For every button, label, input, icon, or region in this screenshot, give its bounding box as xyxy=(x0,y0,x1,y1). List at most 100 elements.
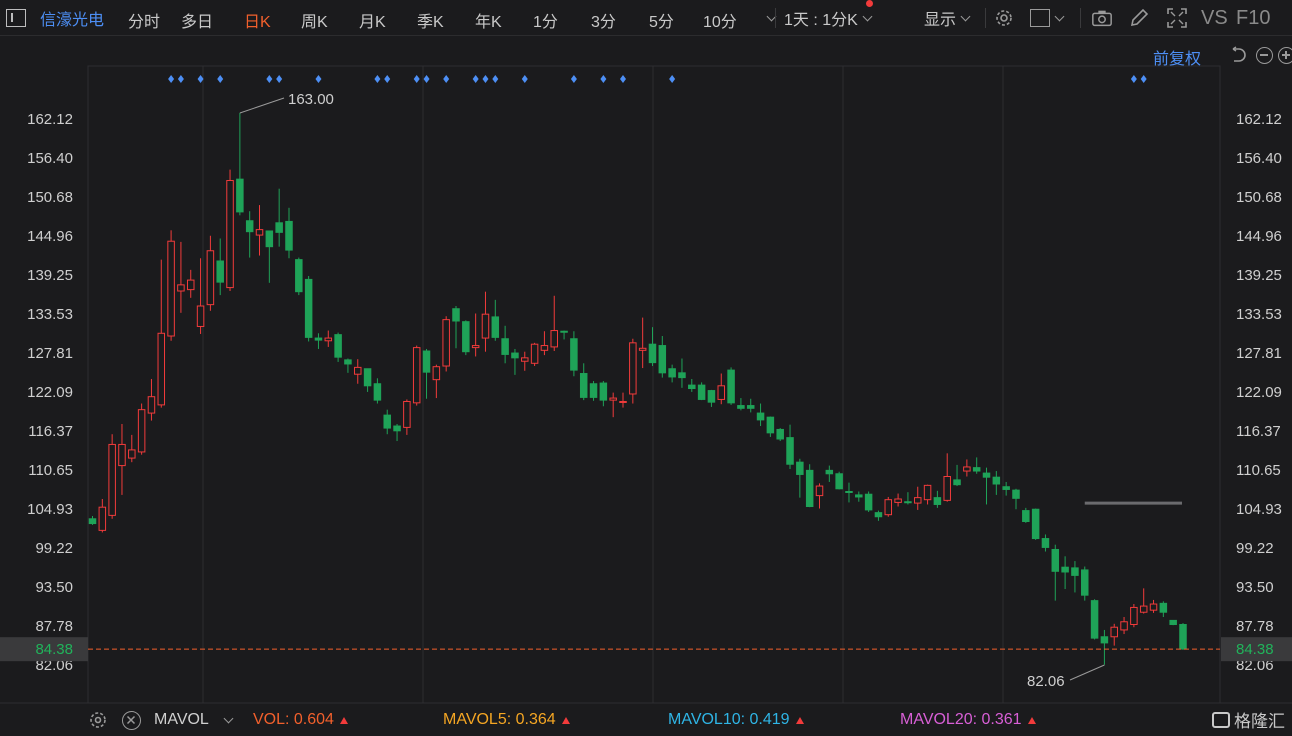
display-label: 显示 xyxy=(924,12,957,29)
indicator-settings-button[interactable] xyxy=(88,710,108,730)
fullscreen-button[interactable] xyxy=(1166,0,1188,36)
y-tick-label-right: 99.22 xyxy=(1236,540,1274,557)
event-marker xyxy=(197,75,204,83)
candle-body xyxy=(1100,636,1109,644)
candle-body xyxy=(295,259,303,293)
square-icon xyxy=(1030,9,1050,27)
candle-body xyxy=(540,345,549,351)
vs-button[interactable]: VS xyxy=(1201,0,1228,36)
candle-body xyxy=(1120,621,1128,631)
expand-icon xyxy=(1166,7,1188,29)
event-marker xyxy=(315,75,322,83)
candle-body xyxy=(471,345,480,349)
candlestick-chart[interactable]: 162.12 162.12 156.40 156.40 150.68 150.68 144.… xyxy=(0,0,1292,706)
candle-body xyxy=(609,397,617,401)
candle-body xyxy=(1041,538,1050,548)
candle-body xyxy=(599,382,608,401)
y-tick-label-left: 150.68 xyxy=(27,189,73,206)
interval-select[interactable]: 1天 : 1分K xyxy=(784,0,873,36)
settings-button[interactable] xyxy=(993,0,1015,36)
indicator-select[interactable]: MAVOL xyxy=(154,711,234,729)
zoom-in-button[interactable] xyxy=(1278,47,1292,64)
candle-body xyxy=(1159,602,1168,613)
period-tab-10[interactable]: 10分 xyxy=(703,14,737,31)
candle-body xyxy=(226,180,234,289)
screenshot-button[interactable] xyxy=(1091,0,1113,36)
candle-body xyxy=(422,350,431,373)
y-tick-label-right: 156.40 xyxy=(1236,150,1282,167)
f10-button[interactable]: F10 xyxy=(1236,0,1270,36)
event-marker xyxy=(443,75,450,83)
candle-body xyxy=(1012,489,1020,499)
y-tick-label-left: 127.81 xyxy=(27,345,73,362)
period-tab-6[interactable]: 年K xyxy=(475,14,502,31)
y-tick-label-left: 93.50 xyxy=(35,579,73,596)
adjust-mode-button[interactable]: 前复权 xyxy=(1153,51,1202,68)
zoom-out-button[interactable] xyxy=(1256,47,1273,64)
candle-body xyxy=(1149,603,1158,611)
candle-body xyxy=(1051,548,1060,572)
candle-body xyxy=(638,347,647,351)
candle-body xyxy=(186,279,195,291)
candle-body xyxy=(452,308,460,322)
period-tab-8[interactable]: 3分 xyxy=(591,14,616,31)
candle-body xyxy=(855,494,863,498)
period-tab-4[interactable]: 月K xyxy=(359,14,386,31)
candle-body xyxy=(717,385,726,400)
period-tab-0[interactable]: 分时 xyxy=(128,14,161,31)
up-arrow-icon xyxy=(339,717,348,724)
volume-item-value: 0.419 xyxy=(749,711,790,728)
y-tick-label-left: 82.06 xyxy=(35,657,73,674)
y-tick-label-left: 87.78 xyxy=(35,618,73,635)
indicator-close-button[interactable] xyxy=(122,711,141,730)
candle-body xyxy=(648,343,657,364)
y-tick-label-right: 110.65 xyxy=(1236,462,1281,479)
period-tab-2[interactable]: 日K xyxy=(244,14,271,31)
y-tick-label-left: 99.22 xyxy=(35,540,73,557)
candle-body xyxy=(1081,569,1089,596)
candle-body xyxy=(943,475,951,501)
y-tick-label-left: 110.65 xyxy=(28,462,73,479)
period-tab-7[interactable]: 1分 xyxy=(533,14,558,31)
candle-body xyxy=(550,330,558,348)
candle-body xyxy=(1002,486,1010,490)
volume-item-value: 0.361 xyxy=(981,711,1022,728)
candle-body xyxy=(825,469,834,475)
period-tab-9[interactable]: 5分 xyxy=(649,14,674,31)
brand-name: 格隆汇 xyxy=(1234,712,1285,731)
candle-body xyxy=(815,485,824,497)
candle-body xyxy=(354,366,362,375)
event-marker xyxy=(570,75,577,83)
candle-body xyxy=(707,390,716,403)
volume-item-label: MAVOL5: xyxy=(443,711,516,728)
sidebar-toggle-icon[interactable] xyxy=(6,8,26,27)
candle-body xyxy=(874,512,883,518)
candle-body xyxy=(491,316,500,338)
event-marker xyxy=(492,75,499,83)
stock-name[interactable]: 信濠光电 xyxy=(40,11,105,29)
y-tick-label-left: 104.93 xyxy=(27,501,73,518)
y-tick-label-right: 93.50 xyxy=(1236,579,1274,596)
candle-body xyxy=(314,337,323,341)
period-tab-5[interactable]: 季K xyxy=(417,14,444,31)
candle-body xyxy=(982,472,991,478)
period-tab-1[interactable]: 多日 xyxy=(181,14,214,31)
candle-body xyxy=(344,359,352,365)
candle-body xyxy=(727,369,735,404)
display-menu[interactable]: 显示 xyxy=(924,0,971,36)
y-tick-label-left: 116.37 xyxy=(28,423,73,440)
undo-button[interactable] xyxy=(1228,46,1246,64)
candle-body xyxy=(206,250,215,306)
candle-body xyxy=(570,338,578,371)
y-tick-label-right: 127.81 xyxy=(1236,345,1282,362)
layout-button[interactable] xyxy=(1030,0,1065,36)
draw-button[interactable] xyxy=(1128,0,1150,36)
candle-body xyxy=(521,357,529,362)
y-tick-label-right: 82.06 xyxy=(1236,657,1274,674)
period-tab-3[interactable]: 周K xyxy=(301,14,328,31)
candle-body xyxy=(1031,508,1040,540)
candle-body xyxy=(668,368,676,378)
event-marker xyxy=(413,75,420,83)
event-marker xyxy=(472,75,479,83)
candle-body xyxy=(373,383,382,401)
